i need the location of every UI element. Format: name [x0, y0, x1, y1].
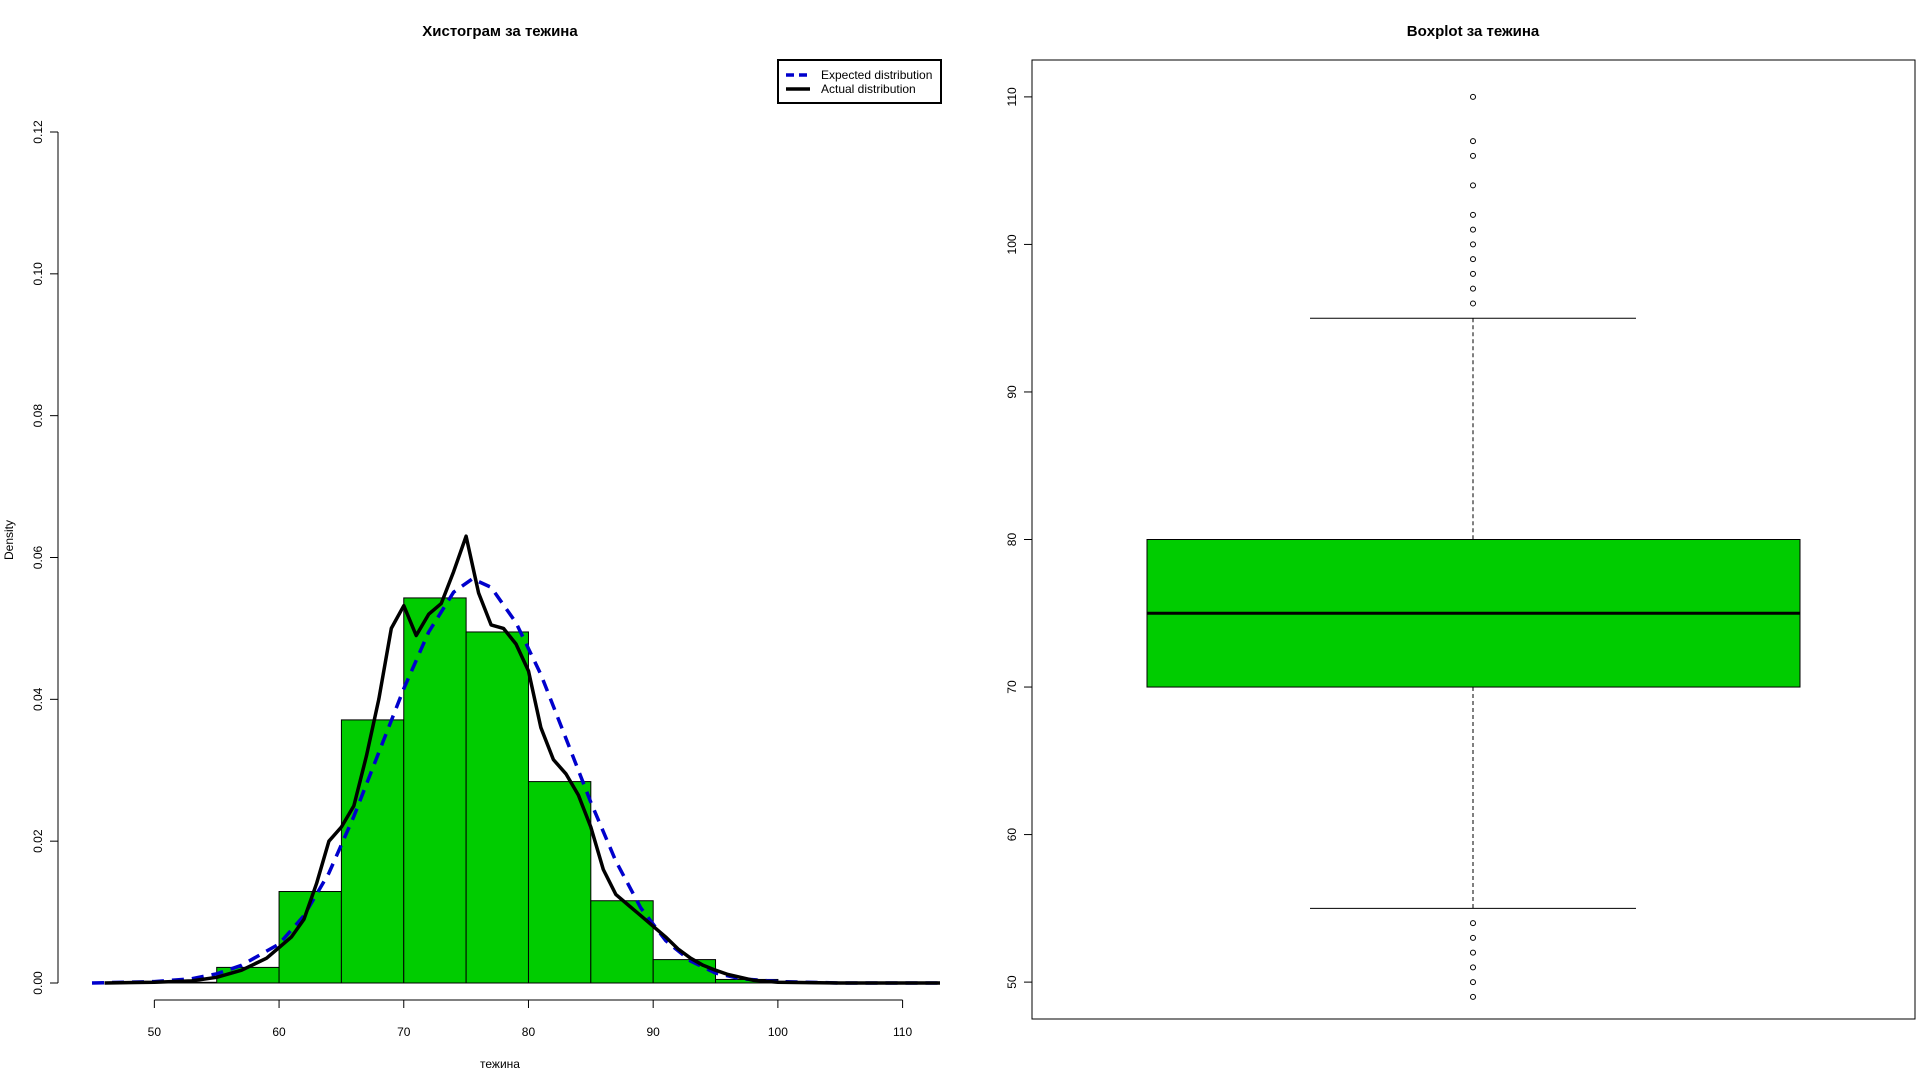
outlier-point: [1470, 949, 1476, 956]
boxplot-y-tick-label: 80: [1005, 533, 1019, 547]
boxplot-elements: [1146, 93, 1801, 1000]
x-tick-label: 80: [522, 1025, 536, 1039]
outlier-point: [1470, 920, 1476, 927]
y-tick-label: 0.06: [31, 545, 45, 569]
outlier-point: [1470, 138, 1476, 145]
y-tick-label: 0.10: [31, 262, 45, 286]
outlier-point: [1470, 300, 1476, 307]
outlier-point: [1470, 993, 1476, 1000]
legend: Expected distribution Actual distributio…: [777, 59, 942, 104]
outlier-point: [1470, 93, 1476, 100]
outlier-point: [1470, 152, 1476, 159]
x-tick-label: 100: [768, 1025, 788, 1039]
y-tick-label: 0.02: [31, 829, 45, 853]
legend-label-expected: Expected distribution: [821, 68, 932, 82]
legend-label-actual: Actual distribution: [821, 82, 916, 96]
outlier-point: [1470, 964, 1476, 971]
boxplot-y-axis: 50 60 70 80 90 100 110: [1005, 87, 1033, 989]
histogram-bar-6: [527, 781, 592, 984]
x-tick-label: 60: [272, 1025, 286, 1039]
histogram-bar-8: [652, 959, 717, 984]
outlier-point: [1470, 285, 1476, 292]
histogram-title: Хистограм за тежина: [422, 23, 578, 40]
outlier-point: [1470, 182, 1476, 189]
y-tick-label: 0.08: [31, 404, 45, 428]
x-tick-label: 90: [646, 1025, 660, 1039]
histogram-bars: [153, 597, 779, 984]
boxplot-y-tick-label: 70: [1005, 680, 1019, 694]
x-tick-label: 110: [893, 1025, 912, 1039]
expected-distribution-curve: [91, 577, 940, 985]
y-tick-label: 0.12: [31, 120, 45, 144]
histogram-bar-5: [465, 631, 529, 984]
histogram-panel: Хистограм за тежина 50 60 70 80 90 100 110 0.0…: [2, 23, 942, 1071]
outlier-point: [1470, 256, 1476, 263]
outlier-point: [1470, 241, 1476, 248]
histogram-bar-4: [403, 597, 467, 984]
boxplot-panel: Boxplot за тежина 50 60 70 80 90 100 110: [1005, 23, 1916, 1020]
density-curves: [91, 534, 940, 985]
outlier-point: [1470, 934, 1476, 941]
y-tick-label: 0.04: [31, 687, 45, 711]
boxplot-y-tick-label: 50: [1005, 975, 1019, 989]
x-tick-label: 70: [397, 1025, 411, 1039]
boxplot-y-tick-label: 100: [1005, 234, 1019, 254]
actual-distribution-curve: [104, 534, 940, 985]
boxplot-y-tick-label: 90: [1005, 385, 1019, 399]
outlier-point: [1470, 979, 1476, 986]
histogram-y-axis-label: Density: [2, 520, 16, 560]
boxplot-y-tick-label: 60: [1005, 828, 1019, 842]
histogram-bar-3: [340, 719, 405, 984]
y-tick-label: 0.00: [31, 971, 45, 995]
histogram-y-axis: 0.00 0.02 0.04 0.06 0.08 0.10 0.12: [31, 120, 59, 995]
boxplot-y-tick-label: 110: [1005, 87, 1019, 106]
outlier-point: [1470, 226, 1476, 233]
histogram-x-axis: 50 60 70 80 90 100 110: [148, 999, 912, 1039]
outlier-point: [1470, 270, 1476, 277]
histogram-bar-7: [590, 900, 654, 984]
boxplot-title: Boxplot за тежина: [1407, 23, 1540, 40]
outlier-point: [1470, 211, 1476, 218]
x-tick-label: 50: [148, 1025, 162, 1039]
legend-box: [777, 59, 942, 104]
histogram-x-axis-label: тежина: [480, 1057, 520, 1071]
